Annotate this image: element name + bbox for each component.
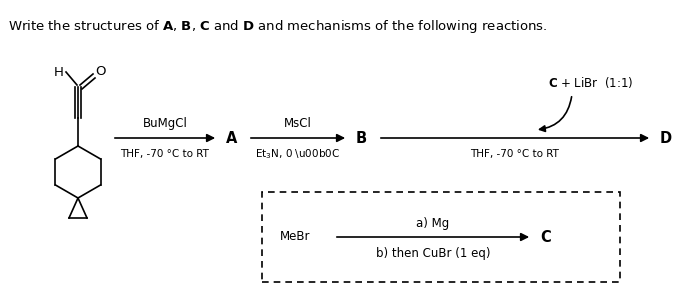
FancyArrowPatch shape	[540, 97, 572, 131]
Text: a) Mg: a) Mg	[416, 216, 449, 230]
Text: O: O	[94, 64, 105, 77]
Text: THF, -70 °C to RT: THF, -70 °C to RT	[470, 149, 559, 159]
Text: $\mathbf{C}$ + LiBr  (1:1): $\mathbf{C}$ + LiBr (1:1)	[548, 75, 634, 90]
Text: MeBr: MeBr	[280, 231, 311, 243]
Text: $\mathbf{A}$: $\mathbf{A}$	[225, 130, 238, 146]
Text: BuMgCl: BuMgCl	[143, 116, 188, 130]
Text: H: H	[54, 65, 64, 79]
Text: $\mathbf{D}$: $\mathbf{D}$	[659, 130, 673, 146]
Text: $\mathbf{B}$: $\mathbf{B}$	[355, 130, 367, 146]
Text: Et$_3$N, 0 \u00b0C: Et$_3$N, 0 \u00b0C	[256, 147, 341, 161]
Text: $\mathbf{C}$: $\mathbf{C}$	[540, 229, 552, 245]
Text: THF, -70 °C to RT: THF, -70 °C to RT	[120, 149, 209, 159]
Text: MsCl: MsCl	[284, 116, 312, 130]
Text: Write the structures of $\mathbf{A}$, $\mathbf{B}$, $\mathbf{C}$ and $\mathbf{D}: Write the structures of $\mathbf{A}$, $\…	[8, 17, 548, 35]
Text: b) then CuBr (1 eq): b) then CuBr (1 eq)	[376, 247, 490, 259]
